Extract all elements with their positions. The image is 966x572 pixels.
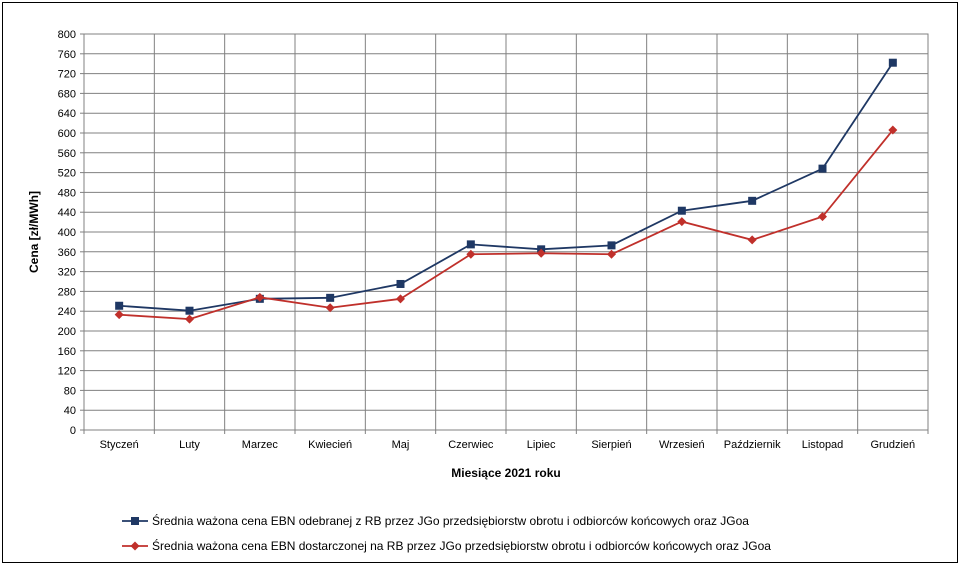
x-tick-label: Kwiecień — [308, 439, 352, 451]
legend-label: Średnia ważona cena EBN odebranej z RB p… — [152, 513, 749, 528]
series-1-point — [607, 241, 616, 250]
x-tick-label: Październik — [724, 439, 781, 451]
x-axis-title: Miesiące 2021 roku — [451, 466, 560, 480]
y-tick-label: 560 — [58, 148, 76, 160]
x-tick-label: Czerwiec — [448, 439, 494, 451]
series-1-point — [326, 293, 335, 302]
legend-label: Średnia ważona cena EBN dostarczonej na … — [152, 538, 771, 553]
y-tick-labels: 0 40 80 120 160 200 240 280 320 360 400 440 480 520 56… — [58, 29, 76, 437]
y-tick-label: 40 — [64, 405, 76, 417]
legend-swatch-marker — [131, 517, 139, 525]
y-tick-label: 120 — [58, 366, 76, 378]
x-tick-label: Maj — [392, 439, 410, 451]
series-2-point — [677, 217, 687, 227]
series-2-line — [119, 129, 894, 321]
legend-swatch-marker — [130, 541, 140, 551]
series-1-point — [396, 279, 405, 288]
x-tick-labels: Styczeń Luty Marzec Kwiecień Maj Czerwiec Lipi… — [100, 439, 916, 451]
series-2-point — [747, 235, 757, 245]
x-tick-label: Listopad — [802, 439, 844, 451]
series-group — [114, 58, 898, 324]
y-tick-label: 80 — [64, 385, 76, 397]
y-tick-label: 680 — [58, 88, 76, 100]
x-tick-label: Lipiec — [527, 439, 556, 451]
y-tick-label: 280 — [58, 286, 76, 298]
grid — [80, 33, 929, 434]
series-2-point — [607, 249, 616, 259]
legend: Średnia ważona cena EBN odebranej z RB p… — [122, 513, 771, 553]
y-tick-label: 800 — [58, 29, 76, 41]
x-tick-label: Sierpień — [591, 439, 631, 451]
series-2-point — [255, 292, 265, 302]
series-2-point — [888, 125, 898, 135]
series-2-point — [114, 310, 124, 320]
series-1-point — [466, 240, 475, 249]
y-tick-label: 600 — [58, 128, 76, 140]
y-axis-title: Cena [zł/MWh] — [27, 191, 41, 273]
series-2-point — [818, 212, 827, 222]
series-1-point — [888, 58, 897, 67]
y-tick-label: 400 — [58, 227, 76, 239]
x-tick-label: Wrzesień — [659, 439, 705, 451]
legend-item-1: Średnia ważona cena EBN odebranej z RB p… — [122, 513, 749, 528]
y-tick-label: 200 — [58, 326, 76, 338]
series-1-point — [818, 164, 827, 173]
y-tick-label: 480 — [58, 187, 76, 199]
x-tick-label: Styczeń — [100, 439, 139, 451]
series-2-point — [396, 294, 405, 304]
y-tick-label: 520 — [58, 168, 76, 180]
series-2-point — [536, 248, 546, 258]
series-2-point — [325, 303, 335, 313]
y-tick-label: 320 — [58, 267, 76, 279]
y-tick-label: 640 — [58, 108, 76, 120]
series-1-point — [115, 301, 124, 310]
y-tick-label: 160 — [58, 346, 76, 358]
series-2-point — [185, 314, 194, 324]
y-tick-label: 240 — [58, 306, 76, 318]
y-tick-label: 360 — [58, 247, 76, 259]
x-tick-label: Grudzień — [871, 439, 916, 451]
series-1-point — [185, 306, 194, 315]
legend-item-2: Średnia ważona cena EBN dostarczonej na … — [122, 538, 771, 553]
x-tick-label: Luty — [179, 439, 200, 451]
series-1-point — [748, 196, 757, 205]
y-tick-label: 720 — [58, 69, 76, 81]
y-tick-label: 0 — [70, 425, 76, 437]
y-tick-label: 440 — [58, 207, 76, 219]
y-tick-label: 760 — [58, 49, 76, 61]
series-2-point — [466, 249, 476, 259]
series-2 — [114, 125, 898, 324]
x-tick-label: Marzec — [242, 439, 279, 451]
series-1-point — [677, 206, 686, 215]
